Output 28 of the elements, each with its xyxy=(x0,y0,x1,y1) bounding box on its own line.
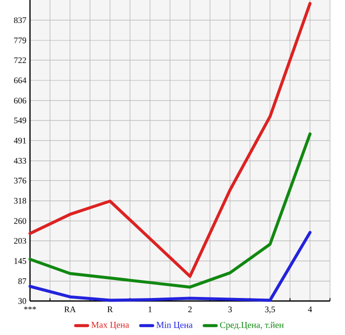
y-tick-label: 318 xyxy=(14,198,26,204)
line-series xyxy=(28,132,312,289)
line-series xyxy=(28,2,312,278)
y-tick-label: 664 xyxy=(14,78,26,84)
x-tick-label: 2 xyxy=(188,306,192,312)
y-tick-label: 549 xyxy=(14,118,26,124)
legend-label: Min Цена xyxy=(156,322,193,330)
y-tick-label: 260 xyxy=(14,218,26,224)
y-tick-label: 779 xyxy=(14,38,26,44)
x-tick-label: R xyxy=(107,306,113,312)
y-tick-label: 30 xyxy=(18,298,26,304)
y-tick-label: 606 xyxy=(14,98,26,104)
legend-label: Max Цена xyxy=(91,322,130,330)
y-tick-label: 203 xyxy=(14,238,26,244)
x-tick-label: 3 xyxy=(228,306,232,312)
x-tick-label: 4 xyxy=(308,306,312,312)
y-tick-label: 376 xyxy=(14,178,26,184)
legend-label: Сред.Цена, т.йен xyxy=(220,322,284,330)
y-tick-label: 837 xyxy=(14,17,26,24)
y-tick-label: 145 xyxy=(14,258,26,264)
x-tick-label: 3,5 xyxy=(265,306,275,314)
y-tick-label: 433 xyxy=(14,158,26,164)
x-tick-label: *** xyxy=(24,306,36,310)
x-tick-label: RA xyxy=(64,306,76,312)
y-tick-label: 722 xyxy=(14,57,26,64)
x-tick-label: 1 xyxy=(148,306,152,312)
y-tick-label: 87 xyxy=(18,278,26,284)
y-tick-label: 491 xyxy=(14,138,26,144)
